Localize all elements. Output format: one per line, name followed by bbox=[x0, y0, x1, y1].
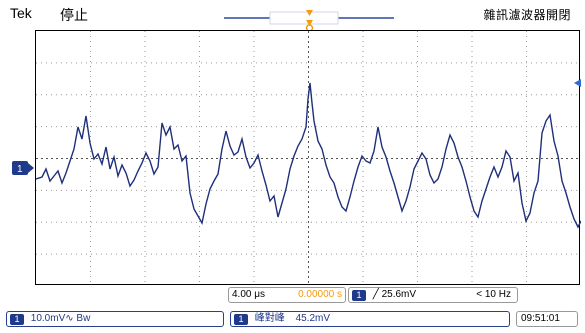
trigger-level: ╱ 25.6mV bbox=[372, 289, 417, 300]
timebase-value: 4.00 μs bbox=[232, 289, 266, 300]
trigger-arrow-icon bbox=[305, 10, 314, 30]
frequency-readout: < 10 Hz bbox=[476, 289, 511, 300]
trigger-position: 0.00000 s bbox=[298, 289, 342, 300]
ch1-trace bbox=[36, 82, 581, 229]
brand-label: Tek bbox=[10, 5, 32, 21]
waveform-svg bbox=[36, 31, 581, 286]
clock-box: 09:51:01 bbox=[516, 311, 578, 327]
channel-marker-icon: 1 bbox=[12, 161, 34, 175]
mode-title: 雜訊濾波器開閉 bbox=[483, 8, 571, 22]
acquisition-status: 停止 bbox=[60, 7, 88, 23]
status-row-2: 1 10.0mV∿ Bw 1 峰對峰 45.2mV 09:51:01 bbox=[0, 309, 585, 331]
measurement-box[interactable]: 1 峰對峰 45.2mV bbox=[230, 311, 510, 327]
record-overview-bar[interactable] bbox=[0, 0, 585, 30]
channel-1-marker[interactable]: 1 bbox=[12, 161, 34, 175]
grid bbox=[36, 31, 581, 286]
ch1-badge: 1 bbox=[10, 314, 24, 325]
channel-marker-text: 1 bbox=[17, 164, 23, 175]
meas-badge: 1 bbox=[234, 314, 248, 325]
clock: 09:51:01 bbox=[521, 313, 560, 324]
top-bar: Tek 停止 雜訊濾波器開閉 bbox=[0, 0, 585, 30]
waveform-display[interactable] bbox=[35, 30, 581, 286]
status-row-1: 4.00 μs 0.00000 s 1 ╱ 25.6mV < 10 Hz bbox=[0, 285, 585, 305]
meas-value: 45.2mV bbox=[295, 313, 331, 324]
ch1-scale: 10.0mV∿ Bw bbox=[30, 313, 91, 324]
timebase-box[interactable]: 4.00 μs 0.00000 s bbox=[228, 287, 346, 303]
offset-marker-icon bbox=[574, 79, 581, 87]
trigger-box[interactable]: 1 ╱ 25.6mV < 10 Hz bbox=[348, 287, 518, 303]
trigger-channel-badge: 1 bbox=[352, 290, 366, 301]
ch1-scale-box[interactable]: 1 10.0mV∿ Bw bbox=[6, 311, 224, 327]
meas-name: 峰對峰 bbox=[254, 313, 285, 324]
